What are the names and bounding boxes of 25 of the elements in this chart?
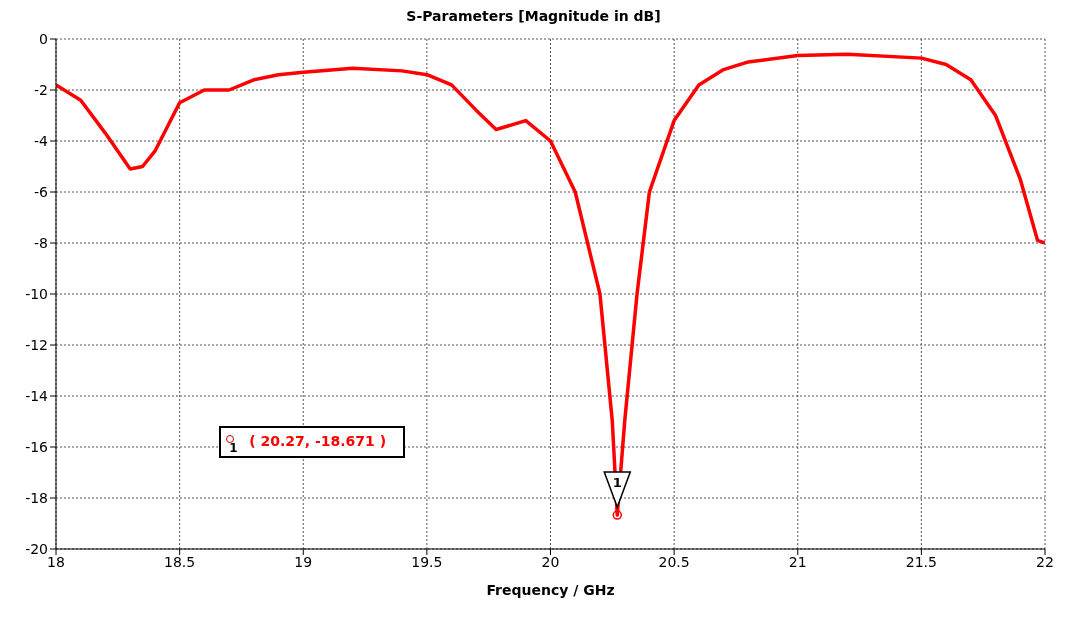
y-tick-label: -6	[34, 183, 49, 200]
annotation: ( 20.27, -18.671 )	[249, 433, 387, 450]
x-tick-label: 19.5	[411, 553, 443, 570]
x-tick-label: 19	[294, 553, 313, 570]
y-tick-label: -16	[25, 438, 49, 455]
y-tick-label: -4	[34, 132, 49, 149]
x-tick-label: 22	[1036, 553, 1054, 570]
x-tick-label: 18	[47, 553, 65, 570]
y-tick-label: -10	[25, 285, 48, 302]
y-tick-label: -8	[34, 234, 48, 251]
x-tick-label: 21.5	[905, 553, 937, 570]
y-tick-label: -12	[25, 336, 48, 353]
y-tick-label: -18	[25, 489, 48, 506]
y-tick-label: 0	[39, 30, 48, 47]
y-tick-label: -2	[34, 81, 48, 98]
x-tick-label: 20	[541, 553, 560, 570]
y-tick-label: -20	[25, 540, 48, 557]
chart-title: S-Parameters [Magnitude in dB]	[405, 8, 662, 24]
text: 1	[229, 441, 238, 456]
x-axis-title: Frequency / GHz	[486, 582, 615, 598]
annotation: 1	[612, 475, 622, 491]
x-tick-label: 18.5	[164, 553, 196, 570]
y-tick-label: -14	[25, 387, 49, 404]
x-tick-label: 21	[788, 553, 807, 570]
x-tick-label: 20.5	[658, 553, 690, 570]
